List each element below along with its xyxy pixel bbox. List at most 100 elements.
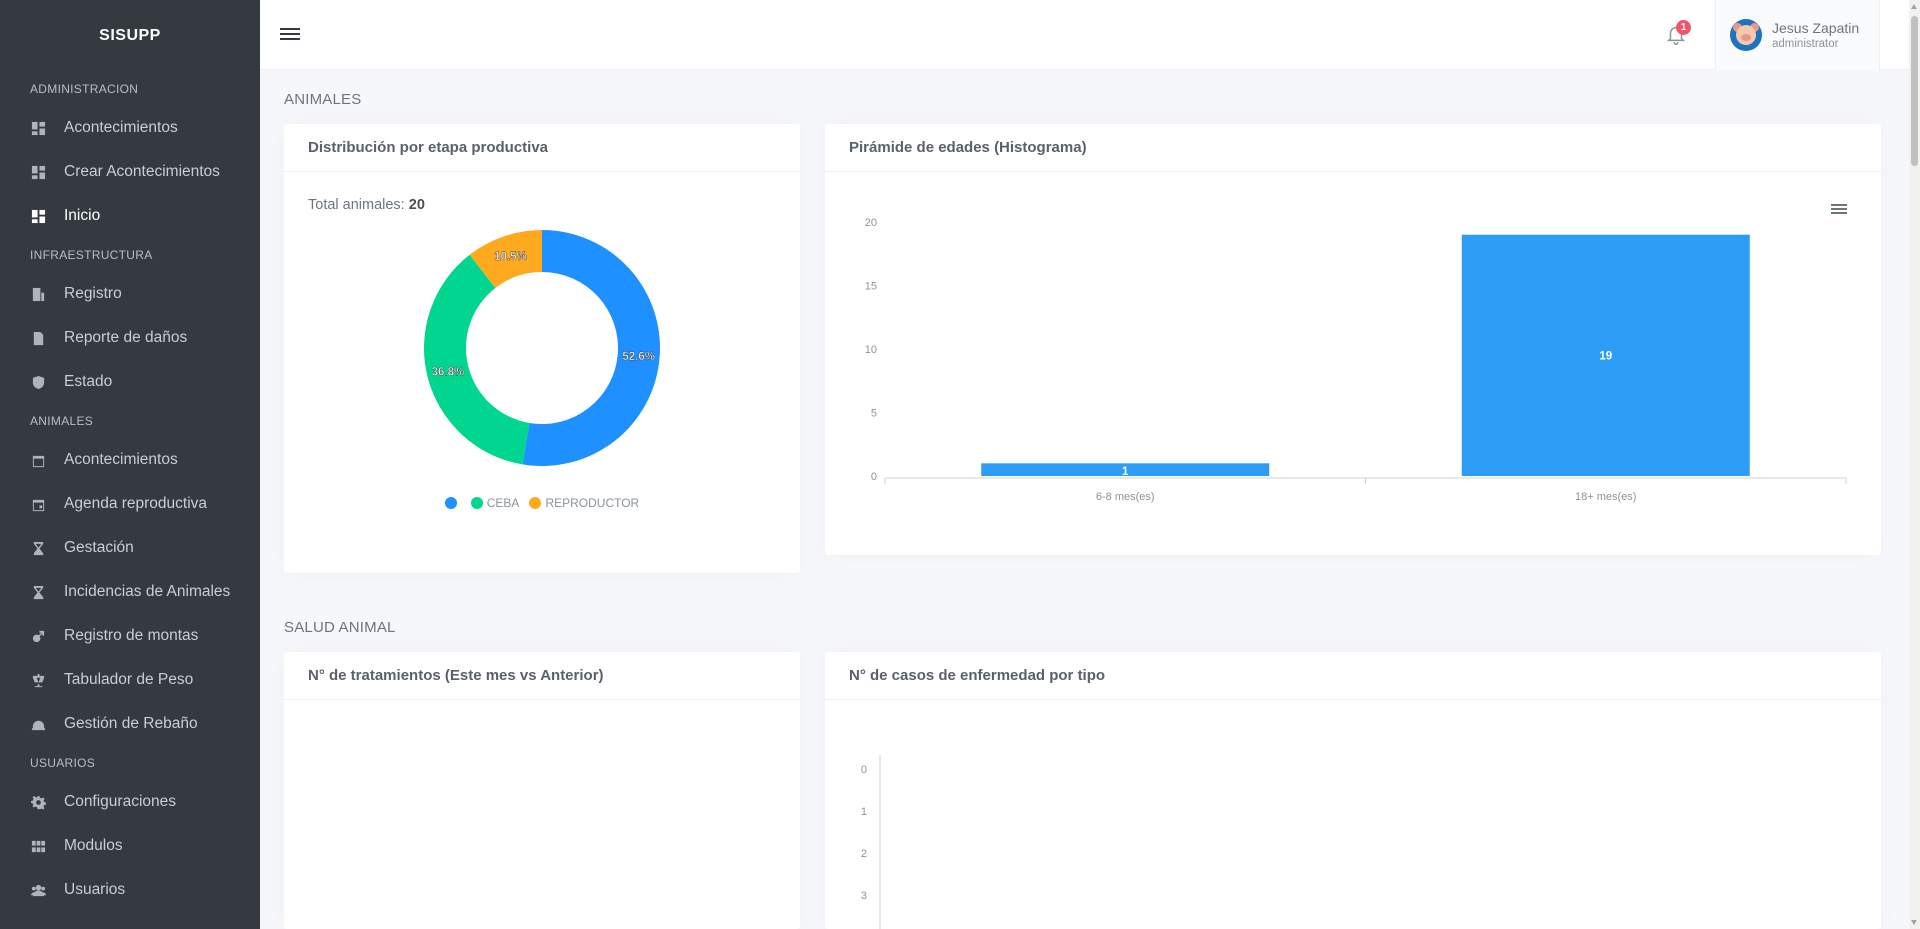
dashboard-icon — [30, 164, 46, 180]
sidebar-item-label: Gestión de Rebaño — [64, 715, 198, 732]
sidebar-item-label: Registro — [64, 285, 122, 302]
building-icon — [30, 286, 46, 302]
x-tick-label: 18+ mes(es) — [1575, 491, 1636, 503]
gender-icon — [30, 628, 46, 644]
sidebar-item-label: Estado — [64, 373, 113, 390]
sidebar-item-configuraciones[interactable]: Configuraciones — [0, 780, 260, 824]
hourglass-icon — [30, 584, 46, 600]
menu-toggle-icon[interactable] — [280, 25, 300, 45]
card-title: N° de tratamientos (Este mes vs Anterior… — [284, 652, 800, 700]
legend-label: REPRODUCTOR — [545, 496, 640, 510]
y-tick-label: 3 — [861, 890, 867, 902]
sidebar-item-crear-acontecimientos[interactable]: Crear Acontecimientos — [0, 150, 260, 194]
sidebar-item-registro[interactable]: Registro — [0, 272, 260, 316]
sidebar-item-tabulador-de-peso[interactable]: Tabulador de Peso — [0, 658, 260, 702]
histogram-chart: 0 5 10 15 20 1 6-8 mes(es) 19 18+ mes(es) — [865, 217, 1847, 503]
user-menu[interactable]: Jesus Zapatin administrator — [1715, 0, 1880, 70]
treatments-card: N° de tratamientos (Este mes vs Anterior… — [284, 652, 800, 929]
grid-icon — [30, 838, 46, 854]
y-tick-label: 0 — [861, 764, 867, 776]
x-tick-label: 6-8 mes(es) — [1096, 491, 1155, 503]
shield-check-icon — [30, 374, 46, 390]
legend-marker — [444, 497, 457, 509]
sidebar-item-acontecimientos[interactable]: Acontecimientos — [0, 106, 260, 150]
sidebar-item-label: Gestación — [64, 539, 134, 556]
y-tick-label: 10 — [865, 344, 877, 356]
sidebar-item-label: Configuraciones — [64, 793, 177, 810]
sidebar: SISUPP ADMINISTRACION Acontecimientos Crea… — [0, 0, 260, 929]
total-animals-value: 20 — [408, 197, 425, 213]
sidebar-item-label: Incidencias de Animales — [64, 583, 231, 600]
sidebar-item-label: Inicio — [64, 207, 101, 224]
card-title: Distribución por etapa productiva — [284, 124, 800, 172]
sidebar-item-reporte-de-daños[interactable]: Reporte de daños — [0, 316, 260, 360]
sidebar-item-gestión-de-rebaño[interactable]: Gestión de Rebaño — [0, 702, 260, 746]
legend-label: CEBA — [486, 496, 520, 510]
y-tick-label: 20 — [865, 217, 877, 229]
sidebar-item-registro-de-montas[interactable]: Registro de montas — [0, 614, 260, 658]
user-name: Jesus Zapatin — [1772, 20, 1860, 36]
y-tick-label: 0 — [871, 471, 877, 483]
donut-slice[interactable] — [522, 230, 660, 466]
section-title-salud: SALUD ANIMAL — [284, 619, 396, 636]
users-icon — [30, 882, 46, 898]
y-tick-label: 2 — [861, 848, 867, 860]
sidebar-item-inicio[interactable]: Inicio — [0, 194, 260, 238]
sidebar-item-label: Acontecimientos — [64, 451, 178, 468]
sidebar-section-title: USUARIOS — [30, 756, 96, 770]
y-tick-label: 15 — [865, 281, 877, 293]
user-role: administrator — [1772, 38, 1839, 50]
calendar-icon — [30, 452, 46, 468]
distribution-card: Distribución por etapa productiva Total … — [284, 124, 800, 573]
y-tick-label: 5 — [871, 408, 877, 420]
card-title: Pirámide de edades (Histograma) — [825, 124, 1881, 172]
donut-data-label: 10.5% — [494, 251, 527, 263]
hourglass-icon — [30, 540, 46, 556]
legend-marker — [470, 497, 483, 509]
gear-icon — [30, 794, 46, 810]
disease-cases-card: N° de casos de enfermedad por tipo 0 1 2 3 — [825, 652, 1881, 929]
sidebar-item-label: Acontecimientos — [64, 119, 178, 136]
disease-cases-chart: 0 1 2 3 — [861, 755, 881, 929]
sidebar-item-acontecimientos[interactable]: Acontecimientos — [0, 438, 260, 482]
donut-data-label: 52.6% — [622, 351, 655, 363]
brand-logo[interactable]: SISUPP — [99, 27, 161, 44]
sidebar-item-usuarios[interactable]: Usuarios — [0, 868, 260, 912]
page-scrollbar[interactable] — [1909, 0, 1920, 929]
notification-badge: 1 — [1676, 20, 1691, 35]
sidebar-item-label: Reporte de daños — [64, 329, 188, 346]
section-title-animales: ANIMALES — [284, 91, 362, 108]
y-tick-label: 1 — [861, 806, 867, 818]
histogram-bar[interactable] — [981, 463, 1270, 476]
sidebar-item-modulos[interactable]: Modulos — [0, 824, 260, 868]
donut-slice[interactable] — [424, 254, 530, 465]
calendar-event-icon — [30, 496, 46, 512]
legend-item[interactable] — [444, 497, 461, 509]
sidebar-item-label: Usuarios — [64, 881, 126, 898]
sidebar-section-title: ADMINISTRACION — [30, 82, 139, 96]
sidebar-item-label: Tabulador de Peso — [64, 671, 194, 688]
dashboard-icon — [30, 208, 46, 224]
total-animals: Total animales: 20 — [308, 197, 425, 213]
sidebar-item-incidencias-de-animales[interactable]: Incidencias de Animales — [0, 570, 260, 614]
sidebar-item-label: Modulos — [64, 837, 123, 854]
sidebar-section-title: ANIMALES — [30, 414, 94, 428]
donut-slice[interactable] — [469, 230, 542, 288]
legend-item[interactable]: REPRODUCTOR — [529, 496, 639, 510]
notifications-bell-icon[interactable]: 1 — [1665, 20, 1691, 50]
chart-menu-icon[interactable] — [1831, 202, 1847, 216]
avatar — [1730, 19, 1762, 51]
age-pyramid-card: Pirámide de edades (Histograma) 0 5 10 15 20… — [825, 124, 1881, 555]
histogram-bar[interactable] — [1461, 234, 1750, 476]
scale-icon — [30, 672, 46, 688]
card-title: N° de casos de enfermedad por tipo — [825, 652, 1881, 700]
dashboard-icon — [30, 120, 46, 136]
helmet-icon — [30, 716, 46, 732]
sidebar-item-label: Crear Acontecimientos — [64, 163, 220, 180]
legend-item[interactable]: CEBA — [470, 496, 520, 510]
sidebar-item-agenda-reproductiva[interactable]: Agenda reproductiva — [0, 482, 260, 526]
donut-legend: CEBA REPRODUCTOR — [284, 496, 800, 510]
sidebar-item-gestación[interactable]: Gestación — [0, 526, 260, 570]
sidebar-item-estado[interactable]: Estado — [0, 360, 260, 404]
sidebar-section-title: INFRAESTRUCTURA — [30, 248, 153, 262]
